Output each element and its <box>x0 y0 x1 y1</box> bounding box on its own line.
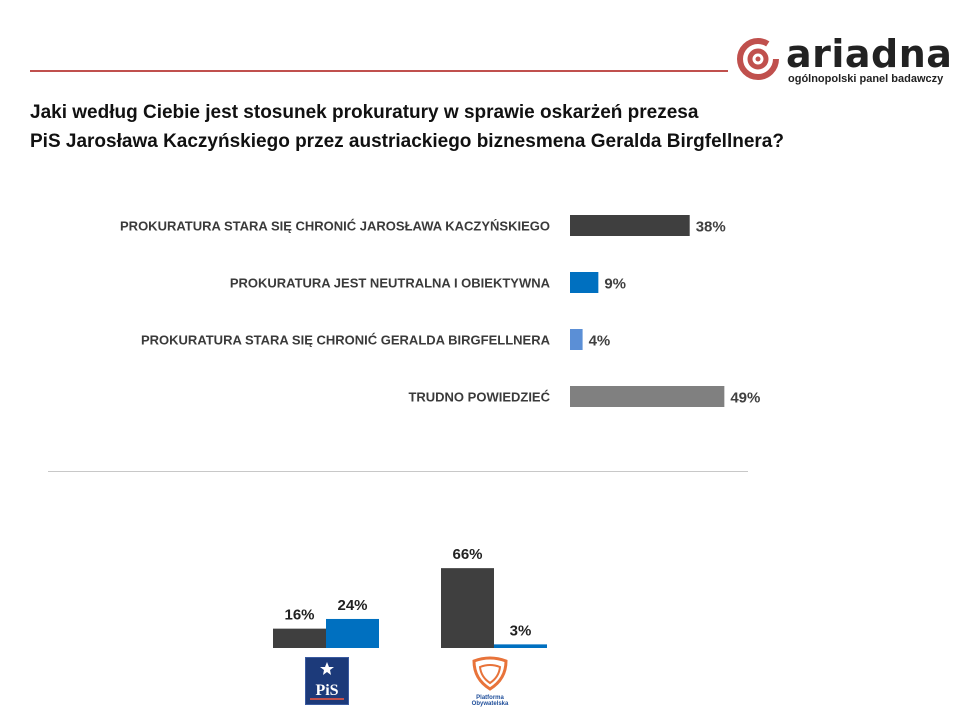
party-value-label-1-1: 3% <box>510 622 532 639</box>
top-bar-1 <box>570 272 599 293</box>
ariadna-spiral-icon <box>737 38 779 80</box>
party-bar-1-1 <box>494 644 547 648</box>
top-category-label-3: TRUDNO POWIEDZIEĆ <box>408 390 550 405</box>
top-horizontal-bar-chart: PROKURATURA STARA SIĘ CHRONIĆ JAROSŁAWA … <box>120 215 760 407</box>
top-bar-3 <box>570 386 725 407</box>
question-line-2: PiS Jarosława Kaczyńskiego przez austria… <box>30 131 784 152</box>
party-value-label-1-0: 66% <box>452 546 482 563</box>
top-bar-0 <box>570 215 690 236</box>
party-value-label-0-0: 16% <box>284 607 314 624</box>
top-bar-2 <box>570 329 583 350</box>
top-value-label-0: 38% <box>696 219 726 236</box>
brand-name: ariadna <box>786 32 953 76</box>
top-value-label-2: 4% <box>589 333 611 350</box>
section-divider <box>48 471 748 472</box>
party-bar-0-1 <box>326 618 379 648</box>
party-bar-0-0 <box>273 628 326 648</box>
top-value-label-3: 49% <box>730 390 760 407</box>
party-value-label-0-1: 24% <box>337 597 367 614</box>
top-category-label-2: PROKURATURA STARA SIĘ CHRONIĆ GERALDA BI… <box>141 333 551 348</box>
pis-logo-icon: PiS <box>305 657 349 705</box>
platforma-obywatelska-logo-icon: Platforma Obywatelska <box>466 655 514 707</box>
po-logo-text-2: Obywatelska <box>472 701 509 707</box>
header-rule <box>30 70 728 72</box>
question-line-1: Jaki według Ciebie jest stosunek prokura… <box>30 102 699 123</box>
top-value-label-1: 9% <box>604 276 626 293</box>
party-bar-1-0 <box>441 568 494 648</box>
top-category-label-0: PROKURATURA STARA SIĘ CHRONIĆ JAROSŁAWA … <box>120 219 550 234</box>
ariadna-logo: ariadna ogólnopolski panel badawczy <box>736 32 952 88</box>
pis-logo-text: PiS <box>315 682 338 699</box>
brand-tagline: ogólnopolski panel badawczy <box>788 73 944 85</box>
top-category-label-1: PROKURATURA JEST NEUTRALNA I OBIEKTYWNA <box>230 276 551 291</box>
po-logo-text-1: Platforma <box>476 695 504 701</box>
survey-question: Jaki według Ciebie jest stosunek prokura… <box>30 98 930 156</box>
